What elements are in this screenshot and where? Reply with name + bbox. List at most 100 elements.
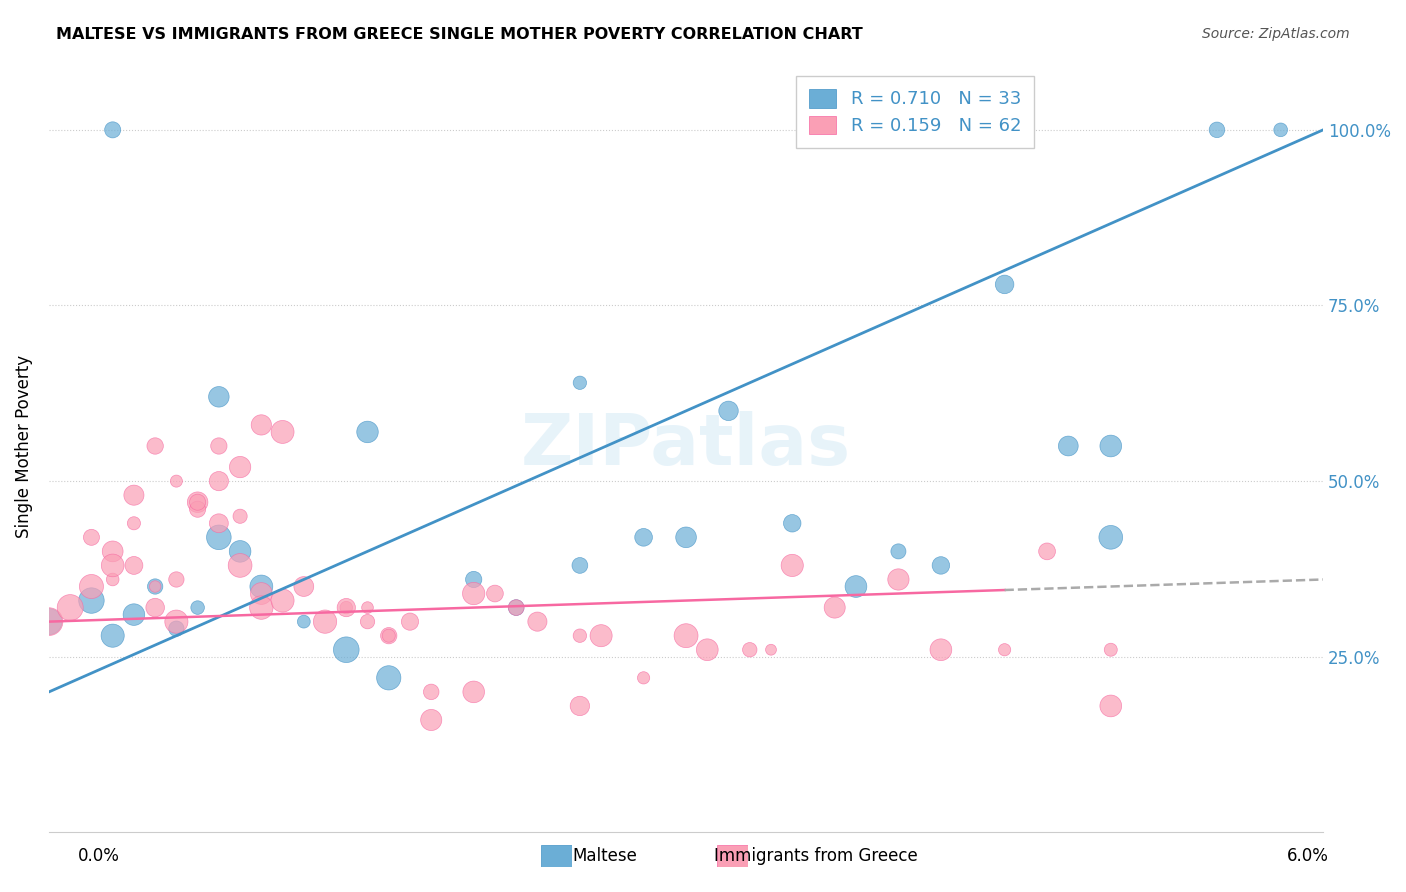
Immigrants from Greece [568, 698, 591, 713]
Text: 0.0%: 0.0% [77, 847, 120, 864]
Immigrants from Greece [356, 615, 378, 629]
Immigrants from Greece [122, 516, 145, 531]
Immigrants from Greece [208, 439, 231, 453]
Immigrants from Greece [143, 580, 166, 594]
Immigrants from Greece [208, 516, 231, 531]
Immigrants from Greece [59, 600, 82, 615]
Immigrants from Greece [122, 558, 145, 573]
Maltese [845, 580, 868, 594]
Immigrants from Greece [420, 713, 443, 727]
Text: Source: ZipAtlas.com: Source: ZipAtlas.com [1202, 27, 1350, 41]
Immigrants from Greece [824, 600, 846, 615]
Immigrants from Greece [208, 474, 231, 488]
Text: MALTESE VS IMMIGRANTS FROM GREECE SINGLE MOTHER POVERTY CORRELATION CHART: MALTESE VS IMMIGRANTS FROM GREECE SINGLE… [56, 27, 863, 42]
Maltese [101, 123, 124, 137]
Immigrants from Greece [165, 474, 187, 488]
Immigrants from Greece [38, 615, 60, 629]
Immigrants from Greece [229, 558, 252, 573]
Maltese [463, 573, 485, 587]
Immigrants from Greece [484, 586, 506, 600]
Immigrants from Greece [271, 425, 294, 439]
Maltese [101, 629, 124, 643]
Immigrants from Greece [1036, 544, 1059, 558]
Text: Maltese: Maltese [572, 847, 637, 864]
Maltese [335, 642, 357, 657]
Text: Immigrants from Greece: Immigrants from Greece [714, 847, 917, 864]
Immigrants from Greece [505, 600, 527, 615]
Immigrants from Greece [335, 600, 357, 615]
Immigrants from Greece [335, 600, 357, 615]
Immigrants from Greece [633, 671, 655, 685]
Immigrants from Greece [187, 495, 209, 509]
Immigrants from Greece [1099, 642, 1122, 657]
Immigrants from Greece [377, 629, 399, 643]
Immigrants from Greece [929, 642, 952, 657]
Immigrants from Greece [591, 629, 613, 643]
Immigrants from Greece [526, 615, 548, 629]
Maltese [208, 390, 231, 404]
Maltese [356, 425, 378, 439]
Maltese [292, 615, 315, 629]
Immigrants from Greece [187, 502, 209, 516]
Immigrants from Greece [738, 642, 761, 657]
Immigrants from Greece [165, 573, 187, 587]
Maltese [80, 593, 103, 607]
Immigrants from Greece [292, 580, 315, 594]
Immigrants from Greece [568, 629, 591, 643]
Maltese [1206, 123, 1229, 137]
Immigrants from Greece [463, 586, 485, 600]
Immigrants from Greece [675, 629, 697, 643]
Text: ZIPatlas: ZIPatlas [522, 411, 851, 481]
Maltese [377, 671, 399, 685]
Immigrants from Greece [420, 685, 443, 699]
Immigrants from Greece [399, 615, 422, 629]
Maltese [887, 544, 910, 558]
Text: 6.0%: 6.0% [1286, 847, 1329, 864]
Immigrants from Greece [759, 642, 782, 657]
Immigrants from Greece [122, 488, 145, 502]
Y-axis label: Single Mother Poverty: Single Mother Poverty [15, 354, 32, 538]
Maltese [208, 530, 231, 544]
Maltese [38, 615, 60, 629]
Immigrants from Greece [994, 642, 1017, 657]
Maltese [505, 600, 527, 615]
Maltese [229, 544, 252, 558]
Maltese [780, 516, 803, 531]
Immigrants from Greece [780, 558, 803, 573]
Immigrants from Greece [887, 573, 910, 587]
Immigrants from Greece [101, 558, 124, 573]
Immigrants from Greece [143, 600, 166, 615]
Maltese [1099, 439, 1122, 453]
Immigrants from Greece [1099, 698, 1122, 713]
Immigrants from Greece [250, 586, 273, 600]
Maltese [122, 607, 145, 622]
Immigrants from Greece [229, 460, 252, 475]
Maltese [568, 376, 591, 390]
Immigrants from Greece [165, 615, 187, 629]
Immigrants from Greece [250, 600, 273, 615]
Maltese [1270, 123, 1292, 137]
Immigrants from Greece [271, 593, 294, 607]
Maltese [1099, 530, 1122, 544]
Immigrants from Greece [229, 509, 252, 524]
Maltese [1057, 439, 1080, 453]
Immigrants from Greece [250, 417, 273, 432]
Immigrants from Greece [696, 642, 718, 657]
Maltese [165, 622, 187, 636]
Maltese [143, 580, 166, 594]
Maltese [675, 530, 697, 544]
Maltese [568, 558, 591, 573]
Immigrants from Greece [101, 544, 124, 558]
Immigrants from Greece [377, 629, 399, 643]
Legend: R = 0.710   N = 33, R = 0.159   N = 62: R = 0.710 N = 33, R = 0.159 N = 62 [796, 77, 1033, 147]
Immigrants from Greece [463, 685, 485, 699]
Maltese [250, 580, 273, 594]
Maltese [633, 530, 655, 544]
Maltese [929, 558, 952, 573]
Immigrants from Greece [187, 495, 209, 509]
Immigrants from Greece [80, 580, 103, 594]
Maltese [187, 600, 209, 615]
Immigrants from Greece [80, 530, 103, 544]
Immigrants from Greece [101, 573, 124, 587]
Immigrants from Greece [314, 615, 336, 629]
